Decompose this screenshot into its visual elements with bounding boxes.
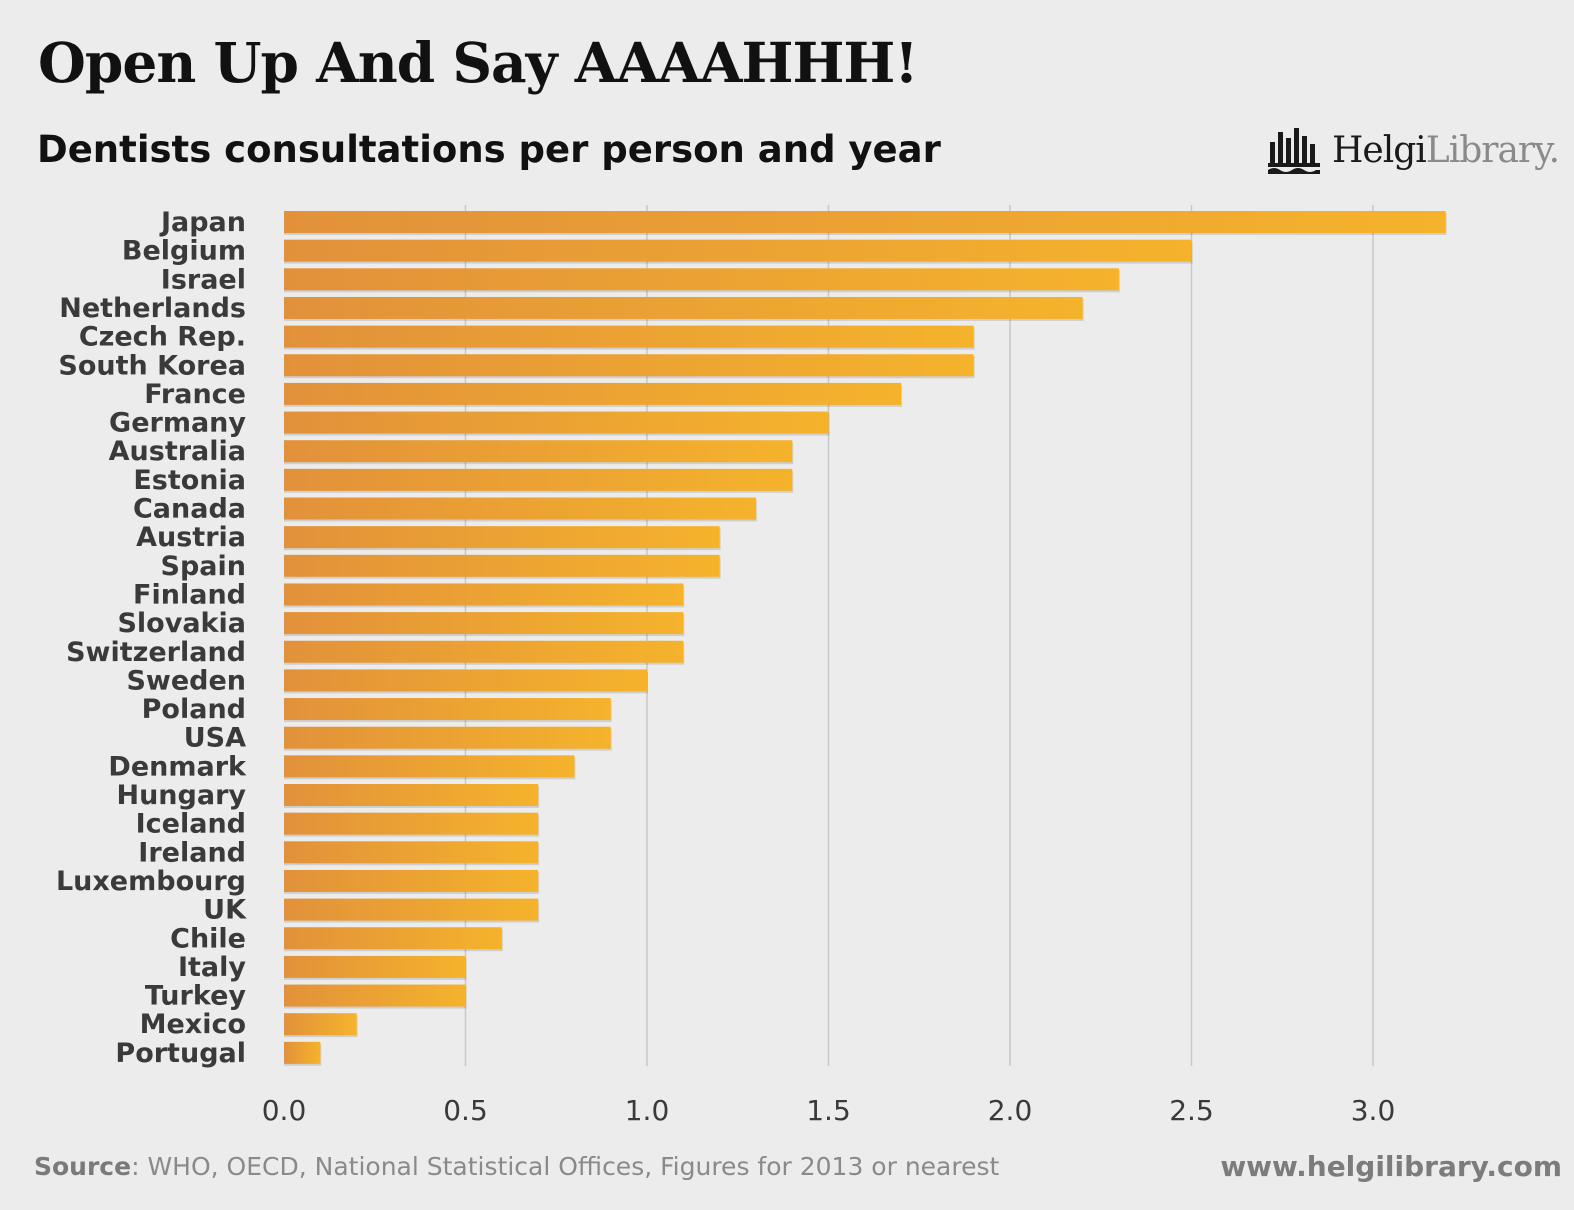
bar-south-korea	[284, 354, 974, 377]
bar-portugal	[284, 1041, 321, 1064]
bar-turkey	[284, 984, 466, 1007]
bar-slovakia	[284, 612, 684, 635]
logo-text-light: Library.	[1425, 129, 1560, 171]
bar-uk	[284, 898, 539, 921]
bar-france	[284, 382, 902, 405]
category-label: Finland	[133, 579, 246, 610]
category-label: Turkey	[145, 981, 247, 1012]
bar-switzerland	[284, 640, 684, 663]
x-tick-label: 1.5	[806, 1094, 851, 1127]
category-label: Austria	[136, 522, 246, 553]
bar-czech-rep	[284, 325, 974, 348]
category-label: Iceland	[136, 809, 246, 840]
chart-title: Open Up And Say AAAAHHH!	[38, 30, 919, 95]
bar-italy	[284, 955, 466, 978]
category-label: Israel	[161, 264, 246, 295]
category-label: Luxembourg	[56, 866, 246, 897]
category-label: Estonia	[133, 465, 246, 496]
x-tick-label: 2.5	[1169, 1094, 1214, 1127]
bar-denmark	[284, 755, 575, 778]
source-label: Source	[34, 1152, 132, 1181]
helgi-library-logo[interactable]: HelgiLibrary.	[1266, 122, 1560, 178]
category-label: Ireland	[138, 837, 246, 868]
gridlines	[464, 205, 1374, 1066]
category-label: South Korea	[58, 350, 246, 381]
bar-germany	[284, 411, 829, 434]
bar-luxembourg	[284, 869, 539, 892]
bar-netherlands	[284, 296, 1083, 319]
category-label: Italy	[178, 952, 246, 983]
bar-ireland	[284, 841, 539, 864]
bar-mexico	[284, 1013, 357, 1036]
bar-belgium	[284, 239, 1192, 262]
category-label: Chile	[170, 923, 246, 954]
bar-hungary	[284, 784, 539, 806]
category-label: UK	[203, 895, 247, 926]
category-label: Portugal	[115, 1038, 246, 1069]
helgi-library-logo-icon	[1268, 128, 1320, 174]
bar-poland	[284, 698, 611, 721]
x-tick-label: 1.0	[625, 1094, 670, 1127]
bar-spain	[284, 554, 720, 577]
bar-japan	[284, 211, 1446, 233]
x-tick-label: 0.5	[443, 1094, 488, 1127]
category-label: Mexico	[140, 1009, 246, 1040]
category-label: Denmark	[108, 751, 247, 782]
bar-israel	[284, 268, 1119, 291]
category-label: Poland	[142, 694, 246, 725]
category-label: Australia	[109, 436, 246, 467]
x-tick-label: 3.0	[1351, 1094, 1396, 1127]
category-label: Germany	[109, 408, 246, 439]
x-tick-label: 0.0	[262, 1094, 307, 1127]
logo-text-bold: Helgi	[1332, 129, 1427, 171]
bars	[284, 211, 1447, 1066]
chart-subtitle: Dentists consultations per person and ye…	[37, 128, 941, 171]
helgi-library-logo-text: HelgiLibrary.	[1332, 129, 1560, 171]
category-label: Japan	[159, 207, 246, 238]
category-label: Slovakia	[117, 608, 246, 639]
x-axis-tick-labels: 0.0 0.5 1.0 1.5 2.0 2.5 3.0	[262, 1094, 1396, 1127]
source-text: : WHO, OECD, National Statistical Office…	[131, 1152, 1000, 1181]
bar-finland	[284, 583, 684, 606]
category-label: Hungary	[116, 780, 246, 811]
website-link[interactable]: www.helgilibrary.com	[1220, 1150, 1562, 1183]
bar-iceland	[284, 812, 539, 835]
bar-sweden	[284, 669, 647, 692]
bar-chile	[284, 927, 502, 950]
bar-canada	[284, 497, 756, 520]
bar-australia	[284, 440, 793, 463]
source-note: Source: WHO, OECD, National Statistical …	[34, 1152, 999, 1181]
bar-usa	[284, 726, 611, 749]
bar-estonia	[284, 468, 793, 491]
category-label: Belgium	[122, 236, 246, 267]
x-tick-label: 2.0	[988, 1094, 1033, 1127]
bar-austria	[284, 526, 720, 549]
category-label: Netherlands	[59, 293, 246, 324]
category-label: France	[144, 379, 246, 410]
category-label: Spain	[161, 551, 246, 582]
category-label: Czech Rep.	[79, 322, 246, 353]
category-label: Sweden	[126, 665, 246, 696]
category-label: Switzerland	[66, 637, 246, 668]
category-label: USA	[184, 723, 246, 754]
category-label: Canada	[133, 494, 246, 525]
